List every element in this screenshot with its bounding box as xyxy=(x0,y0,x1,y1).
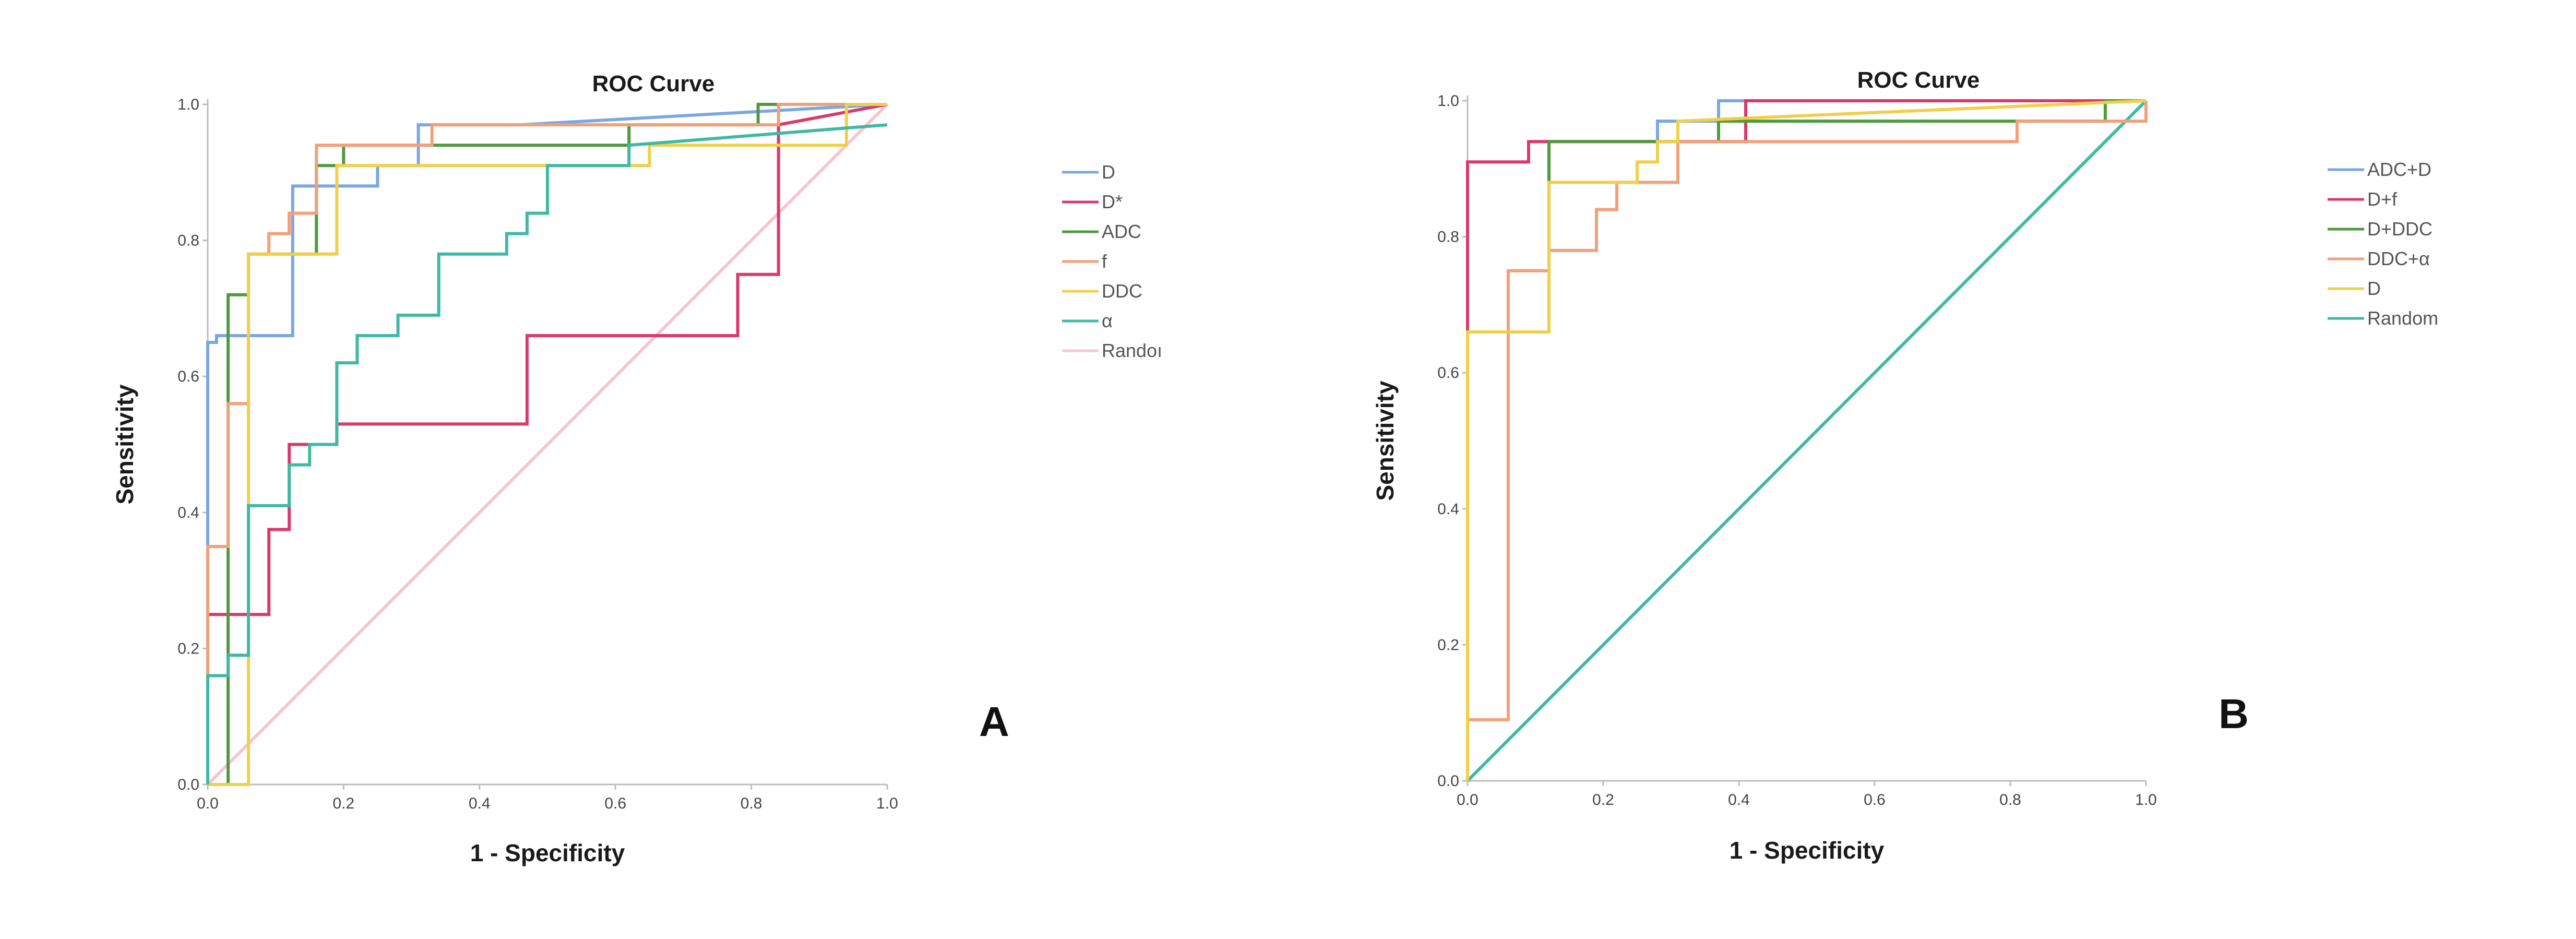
panel-label: B xyxy=(2219,691,2249,737)
x-tick-label: 0.4 xyxy=(1728,791,1750,809)
y-tick-label: 0.2 xyxy=(177,640,199,657)
x-tick-label: 0.0 xyxy=(1457,791,1478,809)
series-line-ddc- xyxy=(1466,101,2148,781)
legend: D D* ADC f DDC α Randoı xyxy=(1062,161,1162,361)
x-tick-label: 0.6 xyxy=(604,795,626,812)
legend-label: D xyxy=(1102,161,1115,183)
y-axis-label: Sensitivity xyxy=(1372,381,1399,501)
y-tick-label: 1.0 xyxy=(177,96,199,113)
chart-title: ROC Curve xyxy=(592,71,715,97)
legend-label: Randoı xyxy=(1102,340,1162,361)
legend-label: α xyxy=(1102,310,1113,331)
legend-label: D* xyxy=(1102,191,1123,212)
series-line-random xyxy=(206,103,889,786)
x-axis-label: 1 - Specificity xyxy=(470,839,625,866)
x-tick-label: 0.8 xyxy=(1999,791,2021,809)
series-line-- xyxy=(206,123,888,785)
x-axis-label: 1 - Specificity xyxy=(1730,837,1885,864)
y-tick-label: 0.2 xyxy=(1437,636,1459,653)
x-tick-label: 1.0 xyxy=(2135,791,2157,809)
y-tick-label: 0.6 xyxy=(1437,364,1459,382)
y-tick-label: 0.8 xyxy=(177,232,199,249)
legend: ADC+D D+f D+DDC DDC+α D Random xyxy=(2328,159,2438,329)
y-tick-label: 0.0 xyxy=(177,776,199,793)
series-line-d-f xyxy=(1466,99,2146,781)
panel-a: 0.0 0.2 0.4 0.6 0.8 1.0 0.0 0.2 0.4 0.6 0.8 1.0 ROC … xyxy=(111,71,1162,866)
x-tick-label: 0.8 xyxy=(741,795,762,812)
legend-label: ADC xyxy=(1102,221,1141,242)
legend-label: f xyxy=(1102,251,1107,272)
x-tick-label: 0.6 xyxy=(1864,791,1886,809)
x-tick-label: 0.4 xyxy=(469,795,491,812)
chart-title: ROC Curve xyxy=(1857,67,1980,93)
legend-label: Random xyxy=(2367,307,2438,329)
legend-label: D+f xyxy=(2367,188,2398,210)
y-tick-label: 0.0 xyxy=(1437,772,1459,790)
x-tick-label: 0.2 xyxy=(333,795,355,812)
legend-label: ADC+D xyxy=(2367,159,2431,180)
legend-label: DDC+α xyxy=(2367,248,2430,269)
x-tick-label: 0.0 xyxy=(197,795,219,812)
y-axis-label: Sensitivity xyxy=(111,384,138,505)
series-line-f xyxy=(206,103,887,785)
legend-label: D xyxy=(2367,278,2381,299)
legend-label: D+DDC xyxy=(2367,218,2432,240)
legend-label: DDC xyxy=(1102,280,1142,302)
series-line-random xyxy=(1466,99,2148,782)
y-tick-label: 0.6 xyxy=(177,368,199,385)
y-tick-label: 0.8 xyxy=(1437,229,1459,246)
series-line-d xyxy=(1466,99,2146,781)
panel-b: 0.0 0.2 0.4 0.6 0.8 1.0 0.0 0.2 0.4 0.6 0.8 1.0 ROC … xyxy=(1372,67,2438,864)
y-tick-label: 1.0 xyxy=(1437,92,1459,110)
panel-label: A xyxy=(979,698,1009,745)
y-tick-label: 0.4 xyxy=(1437,501,1459,518)
x-tick-label: 0.2 xyxy=(1592,791,1614,809)
y-tick-label: 0.4 xyxy=(177,504,199,521)
x-tick-label: 1.0 xyxy=(876,795,898,812)
